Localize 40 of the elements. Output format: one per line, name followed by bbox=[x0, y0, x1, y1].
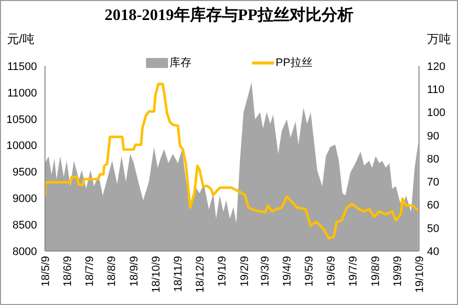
x-tick-label: 18/7/9 bbox=[84, 256, 96, 287]
y2-tick-label: 90 bbox=[427, 130, 440, 142]
x-tick-label: 19/10/9 bbox=[414, 256, 426, 293]
x-tick-label: 19/7/9 bbox=[347, 256, 360, 287]
y-axis-title: 元/吨 bbox=[7, 31, 34, 48]
y-tick-label: 8500 bbox=[12, 219, 37, 232]
chart-title: 2018-2019年库存与PP拉丝对比分析 bbox=[104, 5, 354, 26]
x-tick-label: 19/1/9 bbox=[216, 256, 229, 287]
y-tick-label: 10500 bbox=[6, 114, 37, 126]
y-tick-label: 10000 bbox=[6, 140, 37, 152]
y2-tick-label: 100 bbox=[427, 107, 446, 120]
y-tick-label: 9000 bbox=[12, 193, 37, 206]
y2-tick-label: 80 bbox=[427, 153, 440, 166]
x-tick-label: 18/12/9 bbox=[194, 256, 206, 293]
x-tick-label: 19/4/9 bbox=[282, 256, 294, 287]
legend-label: PP拉丝 bbox=[276, 56, 312, 70]
x-tick-label: 18/6/9 bbox=[62, 256, 74, 287]
y2-tick-label: 70 bbox=[427, 176, 440, 189]
x-tick-label: 19/2/9 bbox=[239, 256, 252, 287]
x-tick-label: 18/5/9 bbox=[40, 256, 52, 287]
x-tick-label: 19/6/9 bbox=[326, 256, 338, 287]
x-tick-label: 18/10/9 bbox=[150, 256, 162, 293]
x-tick-label: 19/8/9 bbox=[370, 256, 382, 287]
x-tick-label: 18/11/9 bbox=[172, 256, 185, 292]
y2-tick-label: 110 bbox=[427, 84, 445, 96]
y-tick-label: 11500 bbox=[7, 60, 37, 73]
y-tick-label: 8000 bbox=[12, 246, 37, 258]
y2-tick-label: 120 bbox=[427, 60, 446, 73]
x-tick-label: 19/3/9 bbox=[259, 256, 272, 287]
y2-tick-label: 50 bbox=[427, 222, 440, 235]
y2-axis-title: 万吨 bbox=[427, 31, 451, 48]
x-tick-label: 19/9/9 bbox=[392, 256, 404, 287]
y2-tick-label: 60 bbox=[427, 200, 440, 212]
y2-tick-label: 40 bbox=[427, 246, 440, 258]
x-tick-label: 18/8/9 bbox=[106, 256, 118, 287]
y-tick-label: 11000 bbox=[7, 87, 37, 100]
x-tick-label: 18/9/9 bbox=[128, 256, 141, 287]
x-tick-label: 19/5/9 bbox=[303, 256, 316, 287]
legend-label: 库存 bbox=[170, 56, 192, 70]
y-tick-label: 9500 bbox=[12, 166, 37, 179]
